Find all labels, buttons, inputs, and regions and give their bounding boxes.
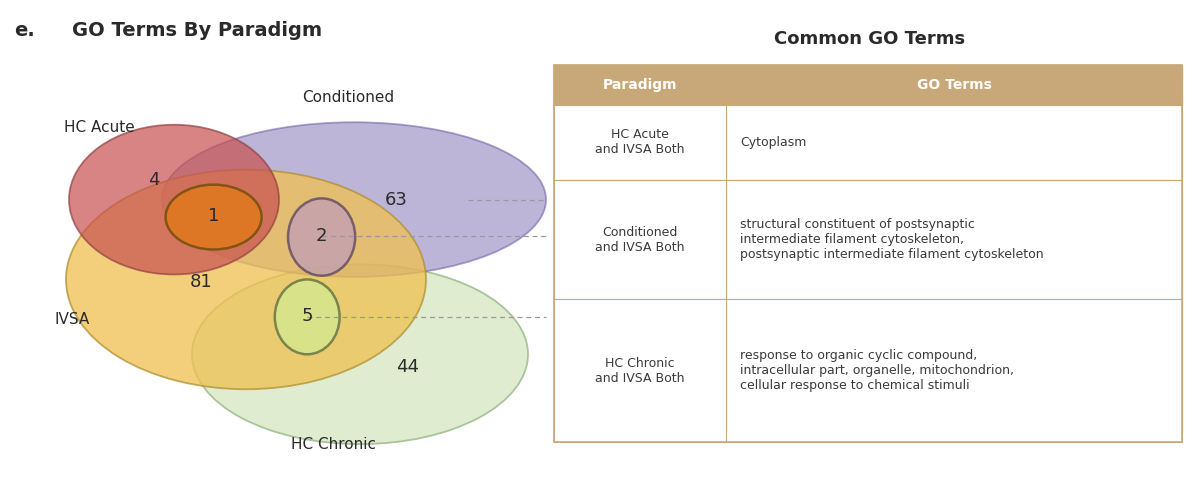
Text: HC Acute
and IVSA Both: HC Acute and IVSA Both [595,128,685,156]
Text: Cytoplasm: Cytoplasm [740,136,806,149]
Text: GO Terms: GO Terms [917,78,991,92]
Ellipse shape [162,122,546,277]
Text: HC Acute: HC Acute [65,120,134,135]
Text: Paradigm: Paradigm [602,78,678,92]
Ellipse shape [66,170,426,389]
Bar [554,299,1182,442]
Text: response to organic cyclic compound,
intracellular part, organelle, mitochondrio: response to organic cyclic compound, int… [740,349,1014,392]
Text: 4: 4 [148,171,160,189]
Bar [554,65,1182,105]
Text: 5: 5 [301,307,313,325]
Ellipse shape [275,279,340,354]
Text: e.: e. [14,21,35,40]
Text: structural constituent of postsynaptic
intermediate filament cytoskeleton,
posts: structural constituent of postsynaptic i… [740,218,1044,261]
Ellipse shape [70,125,278,274]
Text: 63: 63 [384,191,408,209]
Ellipse shape [288,198,355,275]
Text: 81: 81 [191,273,212,291]
Text: HC Chronic
and IVSA Both: HC Chronic and IVSA Both [595,356,685,385]
Ellipse shape [192,264,528,444]
Text: 44: 44 [396,358,420,376]
Bar [554,65,1182,442]
Text: HC Chronic: HC Chronic [292,437,376,452]
Text: IVSA: IVSA [54,312,90,327]
Text: Conditioned
and IVSA Both: Conditioned and IVSA Both [595,226,685,253]
Bar [554,180,1182,299]
Text: GO Terms By Paradigm: GO Terms By Paradigm [72,21,322,40]
Ellipse shape [166,185,262,250]
Text: 2: 2 [316,227,328,245]
Text: Conditioned: Conditioned [302,90,394,105]
Text: 1: 1 [208,207,220,225]
Bar [554,105,1182,180]
Text: Common GO Terms: Common GO Terms [774,30,966,48]
